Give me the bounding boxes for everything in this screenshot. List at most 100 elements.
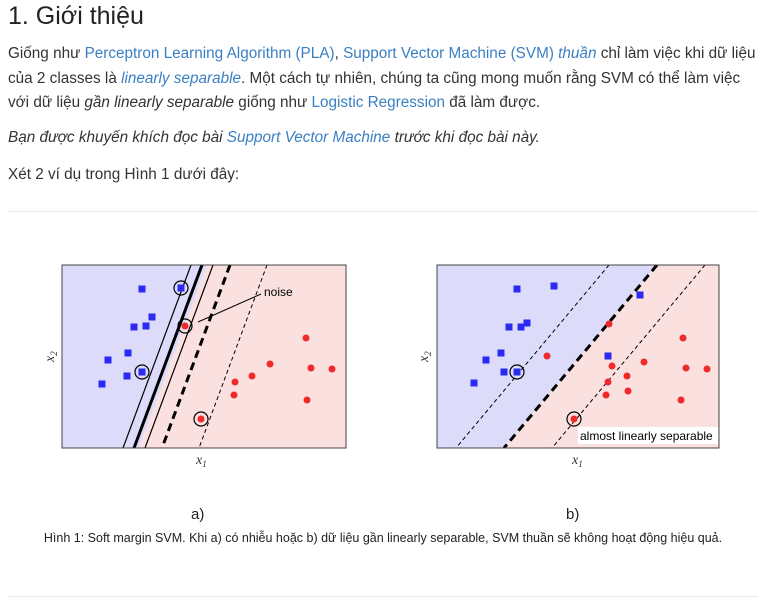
blue-data-point — [505, 323, 513, 331]
red-data-point — [605, 320, 613, 328]
decision-boundary — [132, 265, 204, 448]
red-data-point — [543, 352, 551, 360]
almost-separable-annotation: almost linearly separable — [580, 429, 713, 443]
red-data-point — [231, 378, 239, 386]
text: đã làm được. — [445, 94, 541, 111]
red-data-point — [608, 362, 616, 370]
text: chỉ làm việc khi dữ liệu của 2 classes l… — [8, 45, 756, 87]
axis-sub: 1 — [578, 459, 583, 469]
plot-frame — [436, 264, 720, 449]
red-data-point — [602, 391, 610, 399]
soft-margin-line — [198, 265, 268, 448]
axis-var: x — [195, 453, 203, 468]
blue-data-point — [123, 372, 131, 380]
blue-data-point — [98, 380, 106, 388]
blue-data-point — [124, 349, 132, 357]
link-logistic-regression[interactable]: Logistic Regression — [311, 94, 446, 111]
figure-caption: Hình 1: Soft margin SVM. Khi a) có nhiễu… — [43, 531, 723, 545]
axis-var: x — [417, 355, 432, 363]
margin-line — [551, 265, 706, 448]
red-data-point — [623, 372, 631, 380]
text: . Một cách tự nhiên, chúng ta cũng mong … — [8, 69, 741, 112]
link-svm[interactable]: Support Vector Machine (SVM) — [343, 45, 554, 62]
panel-a-label: a) — [191, 506, 205, 523]
plot-frame — [61, 264, 347, 449]
axis-sub: 2 — [423, 351, 433, 356]
text: giống như — [234, 94, 312, 111]
blue-data-point — [138, 285, 146, 293]
red-data-point — [307, 364, 315, 372]
support-vector-marker — [173, 280, 189, 296]
figure-panel-b: almost linearly separable x1 x2 — [417, 264, 720, 469]
blue-data-point — [517, 323, 525, 331]
panel-b-label: b) — [566, 506, 580, 523]
x-axis-label: x1 — [195, 453, 207, 469]
red-data-point — [624, 387, 632, 395]
text: trước khi đọc bài này. — [390, 129, 540, 146]
blue-data-point — [104, 356, 112, 364]
blue-data-point — [523, 319, 531, 327]
y-axis-label: x2 — [43, 351, 59, 363]
annotation-arrow — [197, 293, 262, 323]
annotation-box — [578, 427, 718, 444]
blue-data-point — [550, 282, 558, 290]
red-data-point — [181, 322, 189, 330]
red-region — [139, 265, 346, 448]
red-data-point — [682, 364, 690, 372]
red-data-point — [302, 334, 310, 342]
margin-line — [144, 265, 214, 448]
intro-paragraph: Giống như Perceptron Learning Algorithm … — [8, 42, 758, 116]
section-heading: 1. Giới thiệu — [8, 2, 144, 30]
soft-boundary — [160, 265, 232, 448]
red-data-point — [604, 378, 612, 386]
red-data-point — [266, 360, 274, 368]
text: , — [334, 45, 344, 62]
support-vector-marker — [134, 364, 150, 380]
x-axis-label: x1 — [571, 453, 583, 469]
divider — [8, 596, 758, 597]
red-data-point — [570, 415, 578, 423]
blue-data-point — [636, 291, 644, 299]
red-data-point — [679, 334, 687, 342]
red-data-point — [677, 396, 685, 404]
red-data-point — [248, 372, 256, 380]
margin-line — [122, 265, 192, 448]
support-vector-marker — [566, 411, 582, 427]
noise-annotation: noise — [264, 285, 293, 299]
support-vector-marker — [193, 411, 209, 427]
blue-data-point — [500, 368, 508, 376]
red-data-point — [703, 365, 711, 373]
y-axis-label: x2 — [417, 351, 433, 363]
axis-sub: 2 — [49, 351, 59, 356]
support-vector-marker — [509, 364, 525, 380]
axis-var: x — [43, 355, 58, 363]
axis-sub: 1 — [202, 459, 207, 469]
support-vector-marker — [177, 318, 193, 334]
blue-data-point — [604, 352, 612, 360]
blue-data-point — [513, 285, 521, 293]
blue-data-point — [138, 368, 146, 376]
recommendation-paragraph: Bạn được khuyến khích đọc bài Support Ve… — [8, 126, 758, 151]
blue-data-point — [497, 349, 505, 357]
red-data-point — [640, 358, 648, 366]
blue-data-point — [177, 284, 185, 292]
link-svm-thuan[interactable]: thuần — [558, 45, 597, 62]
text: Giống như — [8, 45, 85, 62]
link-linearly-separable[interactable]: linearly separable — [121, 69, 241, 87]
figure-panel-a: noise x1 x2 — [43, 264, 347, 469]
blue-data-point — [148, 313, 156, 321]
blue-data-point — [482, 356, 490, 364]
example-intro-paragraph: Xét 2 ví dụ trong Hình 1 dưới đây: — [8, 166, 240, 183]
blue-region — [62, 265, 207, 448]
blue-data-point — [130, 323, 138, 331]
axis-var: x — [571, 453, 579, 468]
red-data-point — [197, 415, 205, 423]
blue-data-point — [513, 368, 521, 376]
red-data-point — [328, 365, 336, 373]
margin-line — [455, 265, 610, 448]
link-svm-article[interactable]: Support Vector Machine — [226, 129, 391, 146]
link-pla[interactable]: Perceptron Learning Algorithm (PLA) — [84, 45, 335, 62]
decision-boundary — [502, 265, 659, 448]
divider — [8, 211, 758, 212]
blue-data-point — [142, 322, 150, 330]
